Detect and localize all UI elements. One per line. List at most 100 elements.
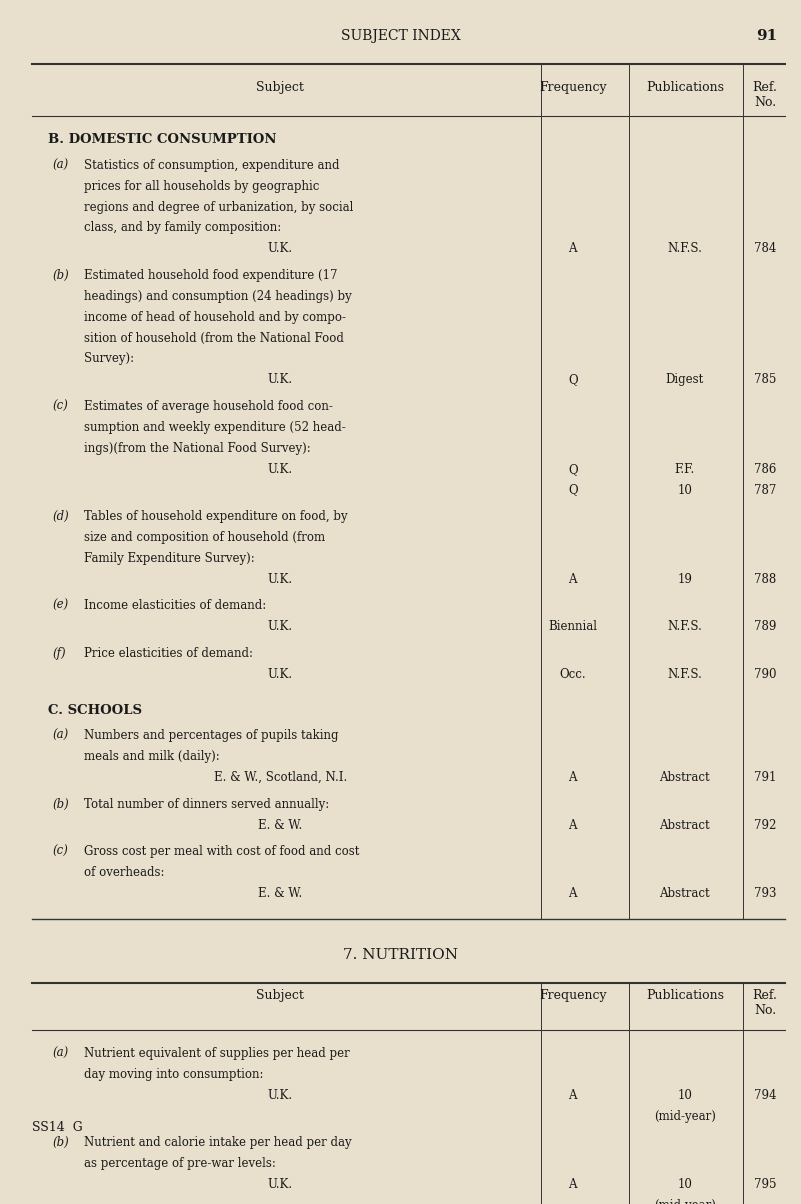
Text: 19: 19: [678, 573, 692, 586]
Text: Publications: Publications: [646, 988, 724, 1002]
Text: E. & W., Scotland, N.I.: E. & W., Scotland, N.I.: [214, 771, 347, 784]
Text: 784: 784: [754, 242, 776, 255]
Text: (a): (a): [52, 1047, 68, 1060]
Text: (a): (a): [52, 159, 68, 172]
Text: 10: 10: [678, 484, 692, 496]
Text: 794: 794: [754, 1088, 776, 1102]
Text: U.K.: U.K.: [268, 573, 293, 586]
Text: Numbers and percentages of pupils taking: Numbers and percentages of pupils taking: [84, 730, 339, 743]
Text: (b): (b): [52, 1137, 69, 1150]
Text: Frequency: Frequency: [539, 81, 606, 94]
Text: 790: 790: [754, 668, 776, 680]
Text: ings)(from the National Food Survey):: ings)(from the National Food Survey):: [84, 442, 311, 455]
Text: 789: 789: [754, 620, 776, 633]
Text: class, and by family composition:: class, and by family composition:: [84, 222, 281, 235]
Text: Biennial: Biennial: [548, 620, 598, 633]
Text: regions and degree of urbanization, by social: regions and degree of urbanization, by s…: [84, 201, 353, 213]
Text: U.K.: U.K.: [268, 462, 293, 476]
Text: (e): (e): [52, 600, 68, 613]
Text: Frequency: Frequency: [539, 988, 606, 1002]
Text: (f): (f): [52, 647, 66, 660]
Text: (b): (b): [52, 798, 69, 810]
Text: F.F.: F.F.: [674, 462, 695, 476]
Text: Subject: Subject: [256, 988, 304, 1002]
Text: (c): (c): [52, 845, 68, 858]
Text: B. DOMESTIC CONSUMPTION: B. DOMESTIC CONSUMPTION: [48, 134, 276, 147]
Text: Abstract: Abstract: [659, 771, 710, 784]
Text: N.F.S.: N.F.S.: [667, 620, 702, 633]
Text: as percentage of pre-war levels:: as percentage of pre-war levels:: [84, 1157, 276, 1170]
Text: U.K.: U.K.: [268, 373, 293, 386]
Text: A: A: [569, 242, 577, 255]
Text: Survey):: Survey):: [84, 353, 135, 366]
Text: Total number of dinners served annually:: Total number of dinners served annually:: [84, 798, 329, 810]
Text: 10: 10: [678, 1088, 692, 1102]
Text: of overheads:: of overheads:: [84, 866, 164, 879]
Text: 786: 786: [754, 462, 776, 476]
Text: Digest: Digest: [666, 373, 704, 386]
Text: 793: 793: [754, 887, 776, 901]
Text: (mid-year): (mid-year): [654, 1199, 716, 1204]
Text: A: A: [569, 887, 577, 901]
Text: Tables of household expenditure on food, by: Tables of household expenditure on food,…: [84, 510, 348, 524]
Text: sition of household (from the National Food: sition of household (from the National F…: [84, 331, 344, 344]
Text: Statistics of consumption, expenditure and: Statistics of consumption, expenditure a…: [84, 159, 340, 172]
Text: 791: 791: [754, 771, 776, 784]
Text: A: A: [569, 573, 577, 586]
Text: Nutrient equivalent of supplies per head per: Nutrient equivalent of supplies per head…: [84, 1047, 350, 1060]
Text: SS14  G: SS14 G: [32, 1121, 83, 1134]
Text: 788: 788: [754, 573, 776, 586]
Text: U.K.: U.K.: [268, 668, 293, 680]
Text: U.K.: U.K.: [268, 1178, 293, 1191]
Text: SUBJECT INDEX: SUBJECT INDEX: [340, 29, 461, 43]
Text: (a): (a): [52, 730, 68, 743]
Text: Q: Q: [568, 462, 578, 476]
Text: 785: 785: [754, 373, 776, 386]
Text: Q: Q: [568, 373, 578, 386]
Text: A: A: [569, 1088, 577, 1102]
Text: 7. NUTRITION: 7. NUTRITION: [343, 949, 458, 962]
Text: A: A: [569, 1178, 577, 1191]
Text: Q: Q: [568, 484, 578, 496]
Text: 792: 792: [754, 819, 776, 832]
Text: Estimated household food expenditure (17: Estimated household food expenditure (17: [84, 268, 337, 282]
Text: Ref.
No.: Ref. No.: [752, 81, 778, 110]
Text: (b): (b): [52, 268, 69, 282]
Text: A: A: [569, 771, 577, 784]
Text: day moving into consumption:: day moving into consumption:: [84, 1068, 264, 1081]
Text: Family Expenditure Survey):: Family Expenditure Survey):: [84, 551, 255, 565]
Text: Abstract: Abstract: [659, 887, 710, 901]
Text: Nutrient and calorie intake per head per day: Nutrient and calorie intake per head per…: [84, 1137, 352, 1150]
Text: 787: 787: [754, 484, 776, 496]
Text: Price elasticities of demand:: Price elasticities of demand:: [84, 647, 253, 660]
Text: Occ.: Occ.: [559, 668, 586, 680]
Text: meals and milk (daily):: meals and milk (daily):: [84, 750, 219, 763]
Text: headings) and consumption (24 headings) by: headings) and consumption (24 headings) …: [84, 290, 352, 303]
Text: U.K.: U.K.: [268, 620, 293, 633]
Text: 795: 795: [754, 1178, 776, 1191]
Text: Estimates of average household food con-: Estimates of average household food con-: [84, 400, 333, 413]
Text: E. & W.: E. & W.: [258, 887, 303, 901]
Text: Publications: Publications: [646, 81, 724, 94]
Text: E. & W.: E. & W.: [258, 819, 303, 832]
Text: Income elasticities of demand:: Income elasticities of demand:: [84, 600, 267, 613]
Text: N.F.S.: N.F.S.: [667, 668, 702, 680]
Text: A: A: [569, 819, 577, 832]
Text: Subject: Subject: [256, 81, 304, 94]
Text: Gross cost per meal with cost of food and cost: Gross cost per meal with cost of food an…: [84, 845, 360, 858]
Text: U.K.: U.K.: [268, 242, 293, 255]
Text: 10: 10: [678, 1178, 692, 1191]
Text: U.K.: U.K.: [268, 1088, 293, 1102]
Text: C. SCHOOLS: C. SCHOOLS: [48, 704, 142, 716]
Text: Ref.
No.: Ref. No.: [752, 988, 778, 1017]
Text: prices for all households by geographic: prices for all households by geographic: [84, 179, 320, 193]
Text: (mid-year): (mid-year): [654, 1110, 716, 1122]
Text: N.F.S.: N.F.S.: [667, 242, 702, 255]
Text: (d): (d): [52, 510, 69, 524]
Text: sumption and weekly expenditure (52 head-: sumption and weekly expenditure (52 head…: [84, 421, 346, 433]
Text: 91: 91: [755, 29, 777, 43]
Text: Abstract: Abstract: [659, 819, 710, 832]
Text: (c): (c): [52, 400, 68, 413]
Text: size and composition of household (from: size and composition of household (from: [84, 531, 325, 544]
Text: income of head of household and by compo-: income of head of household and by compo…: [84, 311, 346, 324]
